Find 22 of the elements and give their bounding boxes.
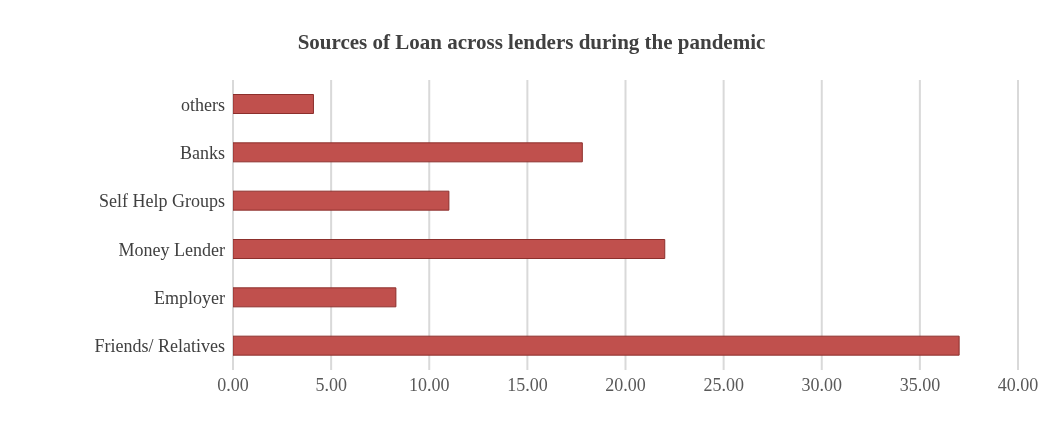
y-tick-label: Employer bbox=[154, 287, 225, 308]
x-tick-label: 15.00 bbox=[507, 374, 548, 395]
bar bbox=[233, 239, 666, 259]
y-tick-label: Money Lender bbox=[118, 239, 225, 260]
x-tick-label: 35.00 bbox=[899, 374, 941, 395]
x-tick-label: 0.00 bbox=[217, 374, 249, 395]
chart-title: Sources of Loan across lenders during the pandemic bbox=[296, 29, 767, 56]
x-tick-label: 20.00 bbox=[605, 374, 646, 395]
y-tick-label: others bbox=[181, 94, 225, 115]
x-tick-label: 5.00 bbox=[315, 374, 347, 395]
x-tick-label: 40.00 bbox=[997, 374, 1039, 395]
x-tick-label: 25.00 bbox=[703, 374, 744, 395]
y-tick-label: Banks bbox=[180, 142, 225, 163]
bar bbox=[233, 142, 583, 163]
bar bbox=[233, 335, 960, 356]
bar bbox=[233, 190, 450, 211]
x-tick-label: 30.00 bbox=[801, 374, 842, 395]
bar bbox=[233, 287, 397, 308]
y-tick-label: Self Help Groups bbox=[99, 191, 225, 212]
bar bbox=[233, 94, 314, 114]
x-tick-label: 10.00 bbox=[409, 374, 450, 395]
y-tick-label: Friends/ Relatives bbox=[94, 336, 225, 357]
